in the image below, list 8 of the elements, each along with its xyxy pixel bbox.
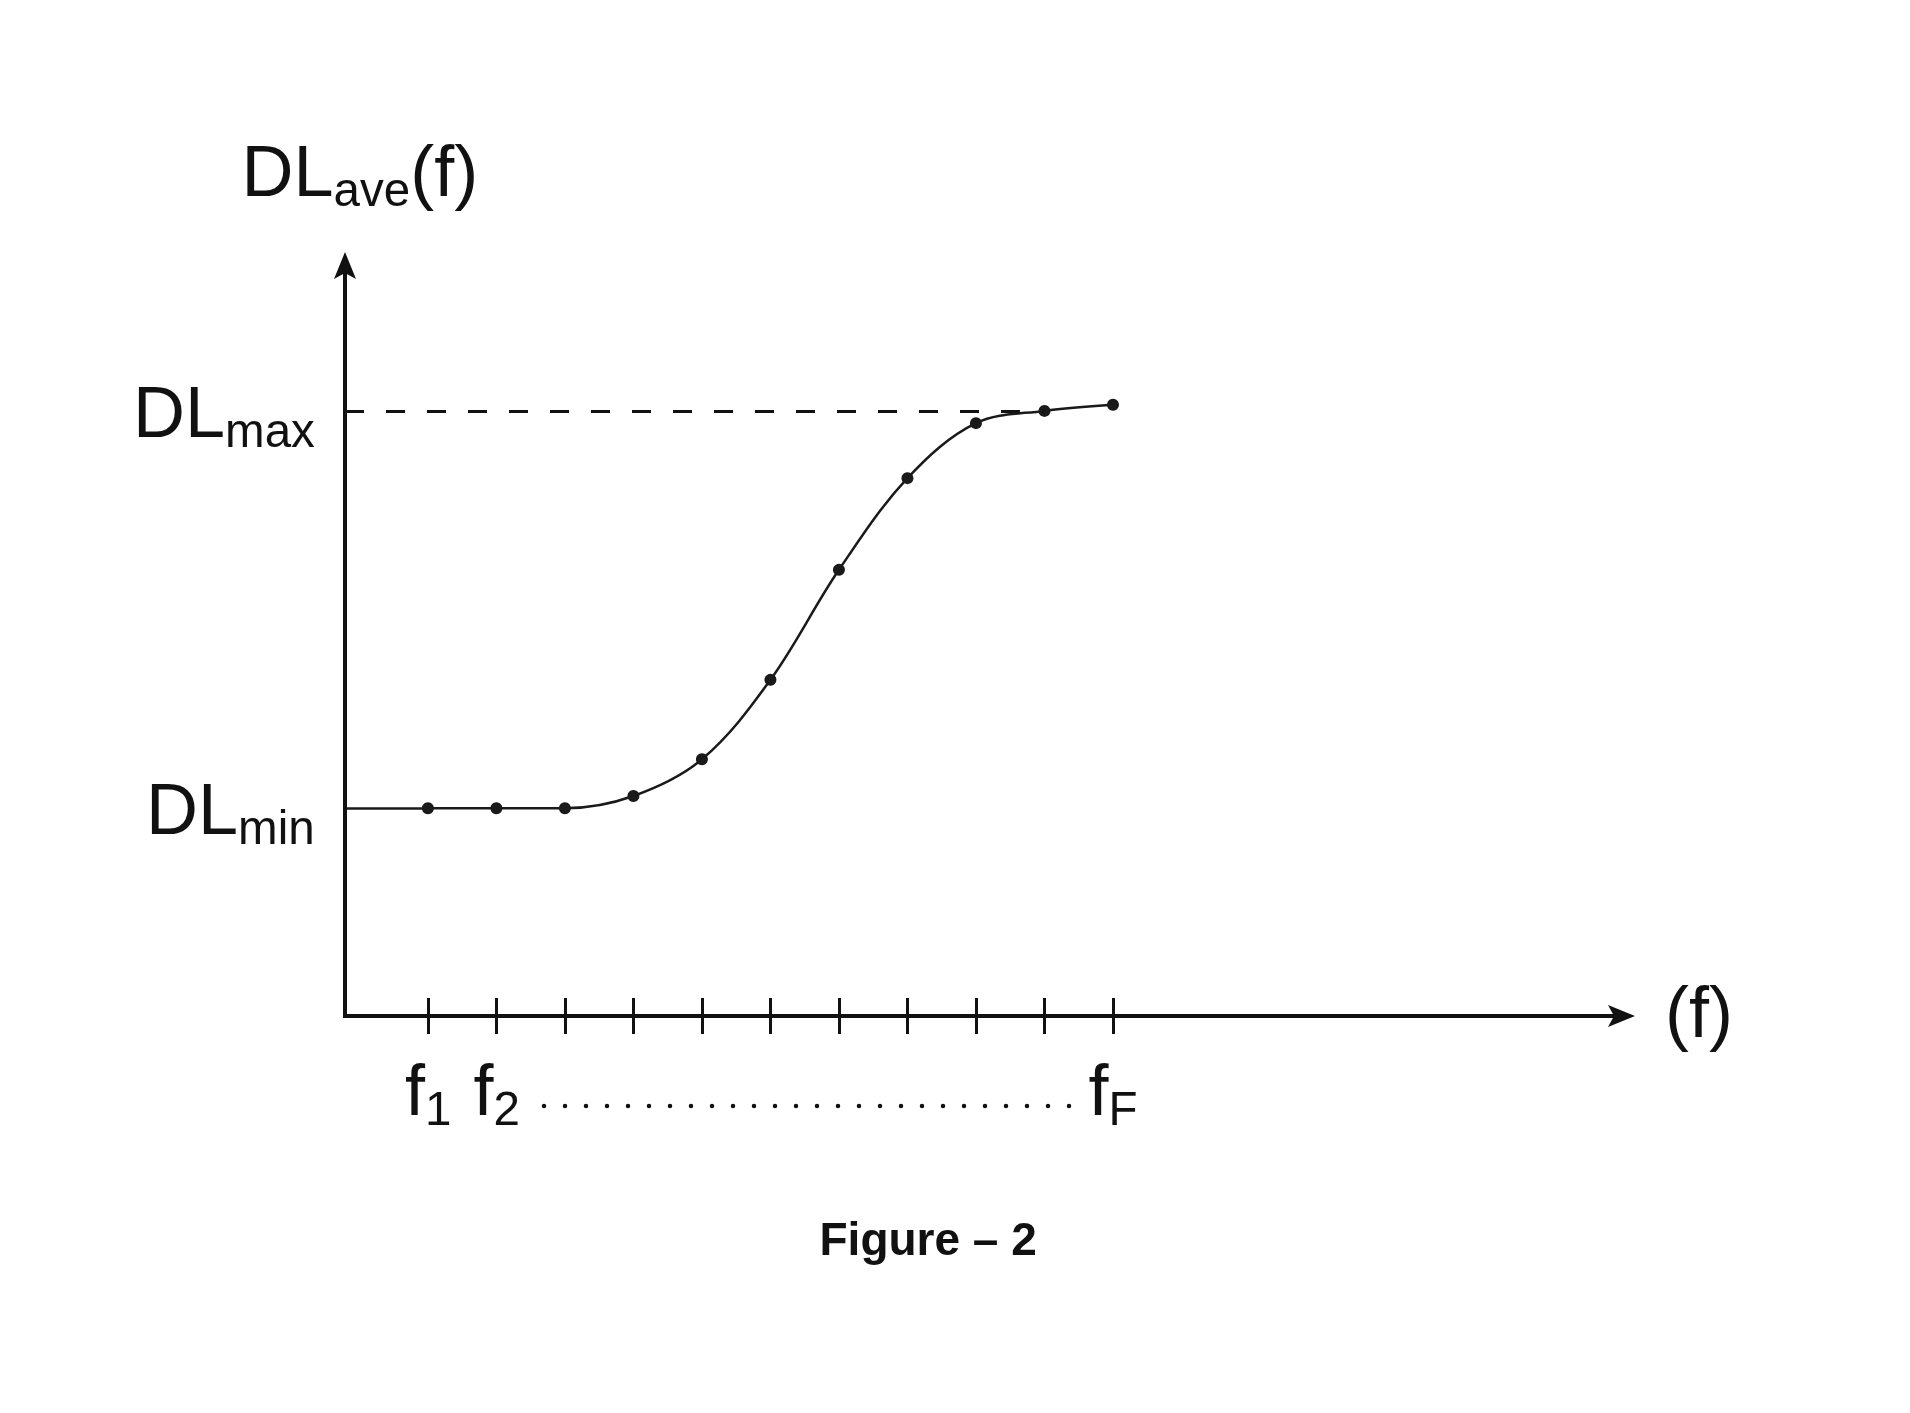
x-tick-label: f$_{1}$ [404, 1050, 452, 1136]
x-tick-label: f$_{F}$ [1088, 1050, 1138, 1136]
ref-line-label: DL$_{min}$ [146, 769, 315, 855]
ref-line-label: DL$_{max}$ [133, 371, 315, 458]
text: (f) [1665, 972, 1733, 1052]
text: Figure – 2 [819, 1213, 1037, 1265]
x-tick-label: f$_{2}$ [473, 1050, 520, 1136]
y-axis-title: DL$_{ave}$(f) [241, 131, 479, 217]
